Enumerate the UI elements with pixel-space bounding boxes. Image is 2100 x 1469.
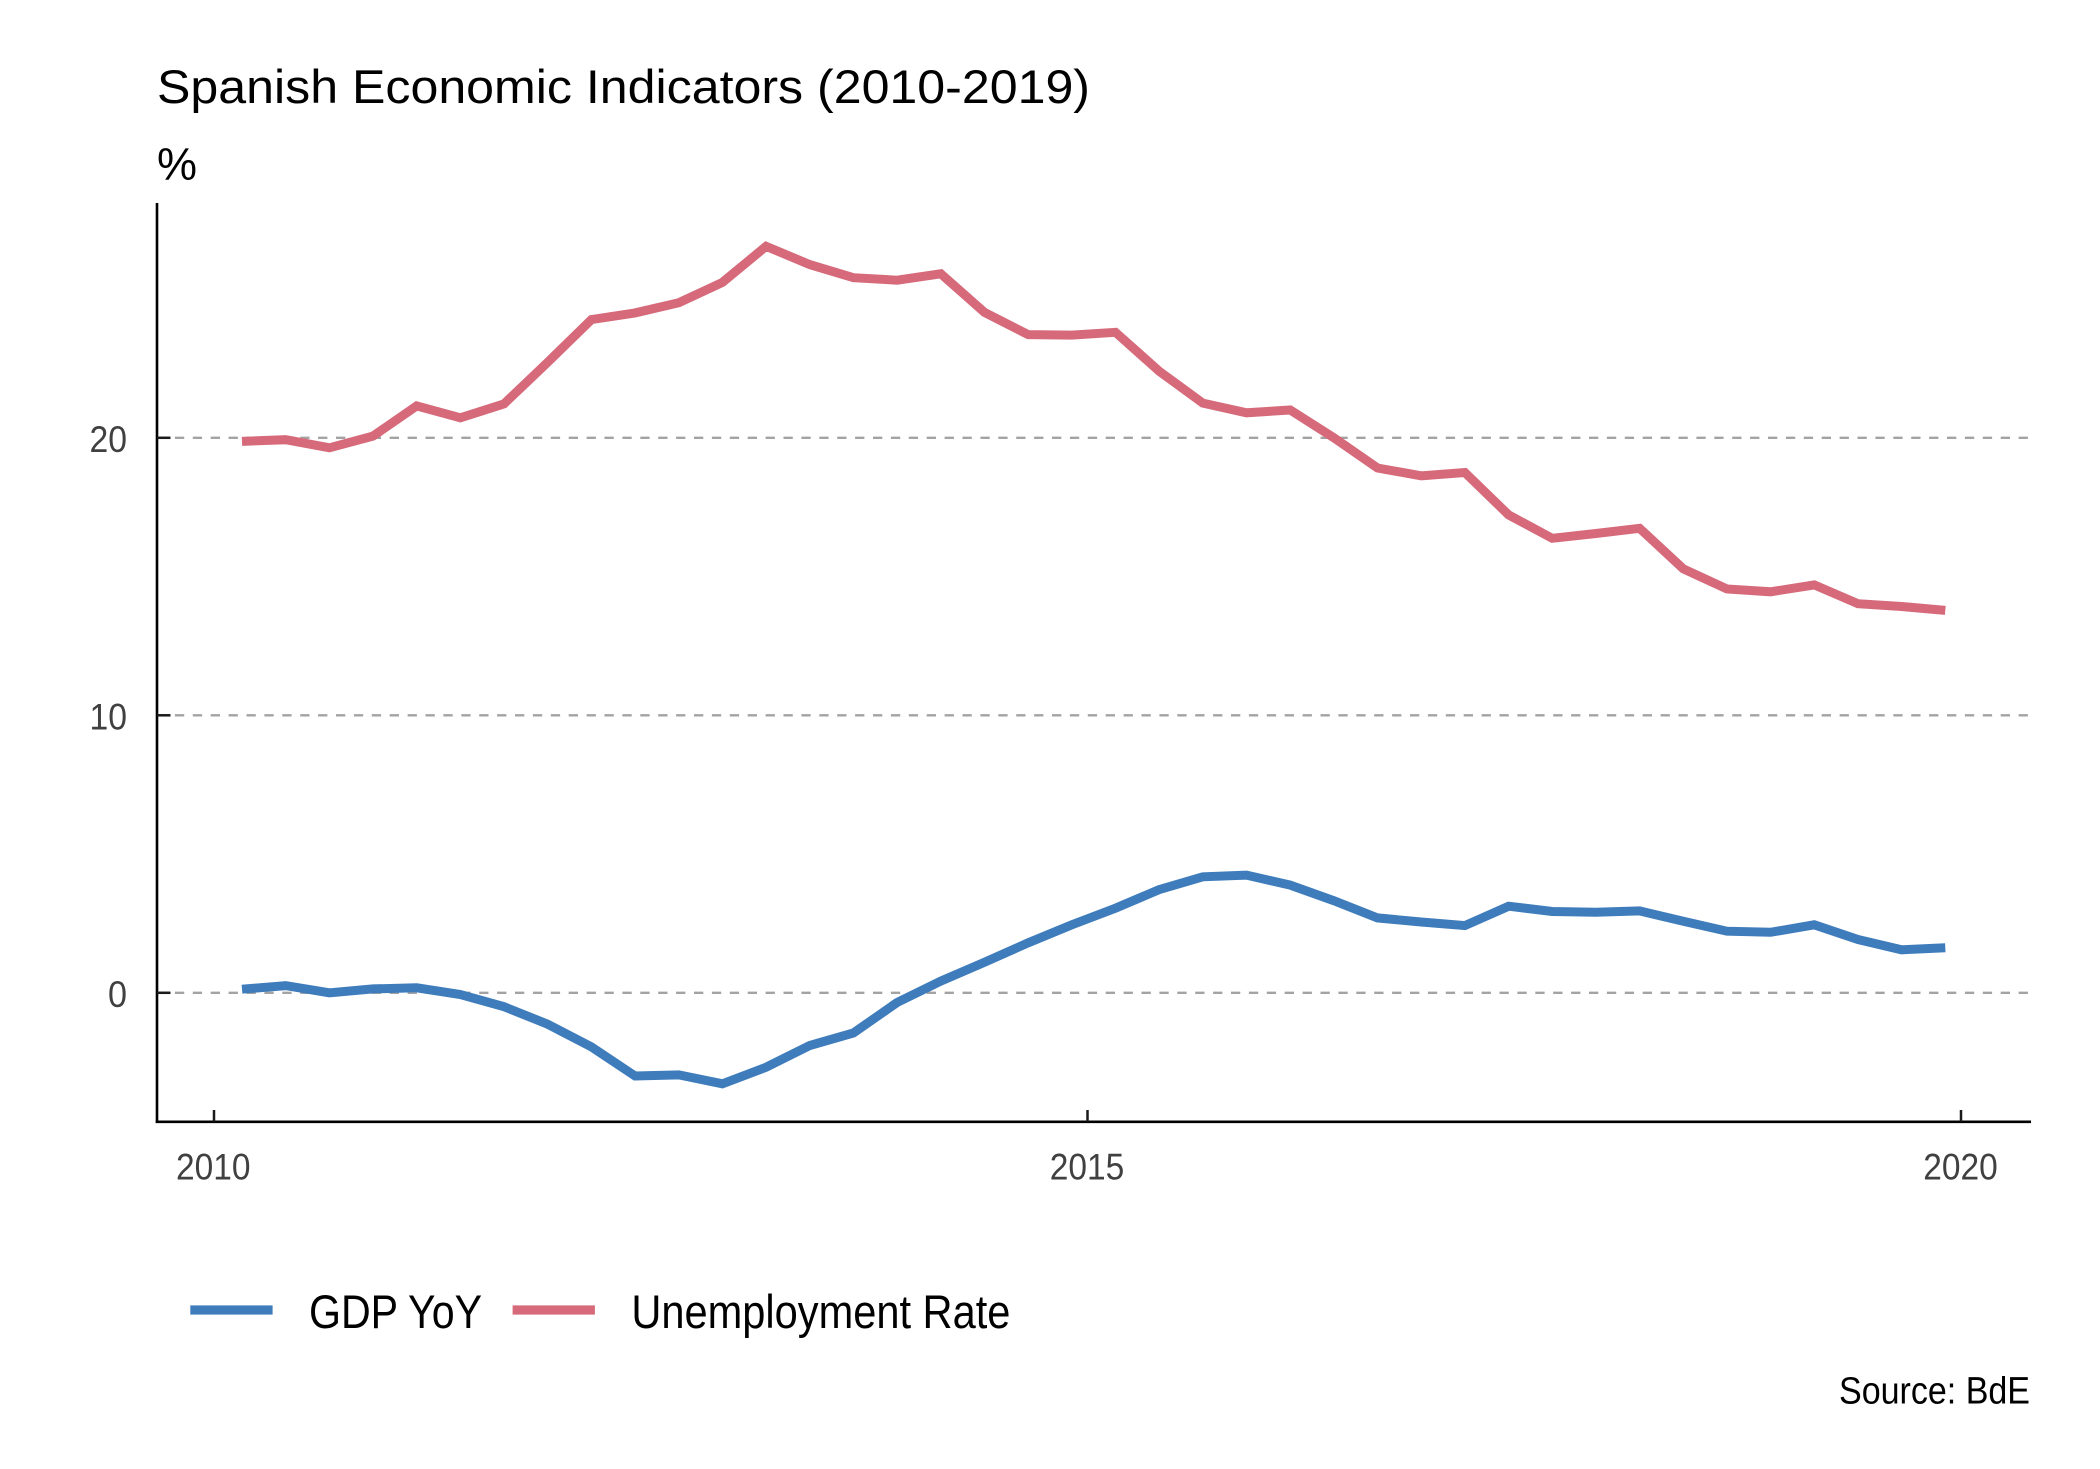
svg-text:2010: 2010 — [176, 1146, 251, 1188]
svg-text:Source: BdE: Source: BdE — [1839, 1370, 2030, 1412]
svg-text:2020: 2020 — [1923, 1146, 1998, 1188]
svg-text:2015: 2015 — [1050, 1146, 1125, 1188]
svg-text:0: 0 — [108, 973, 127, 1015]
svg-text:20: 20 — [90, 418, 128, 460]
svg-text:Unemployment Rate: Unemployment Rate — [631, 1285, 1010, 1338]
svg-text:10: 10 — [90, 696, 128, 738]
svg-text:GDP YoY: GDP YoY — [309, 1285, 482, 1338]
svg-text:Spanish Economic Indicators (2: Spanish Economic Indicators (2010-2019) — [157, 60, 1090, 113]
svg-text:%: % — [157, 139, 197, 190]
